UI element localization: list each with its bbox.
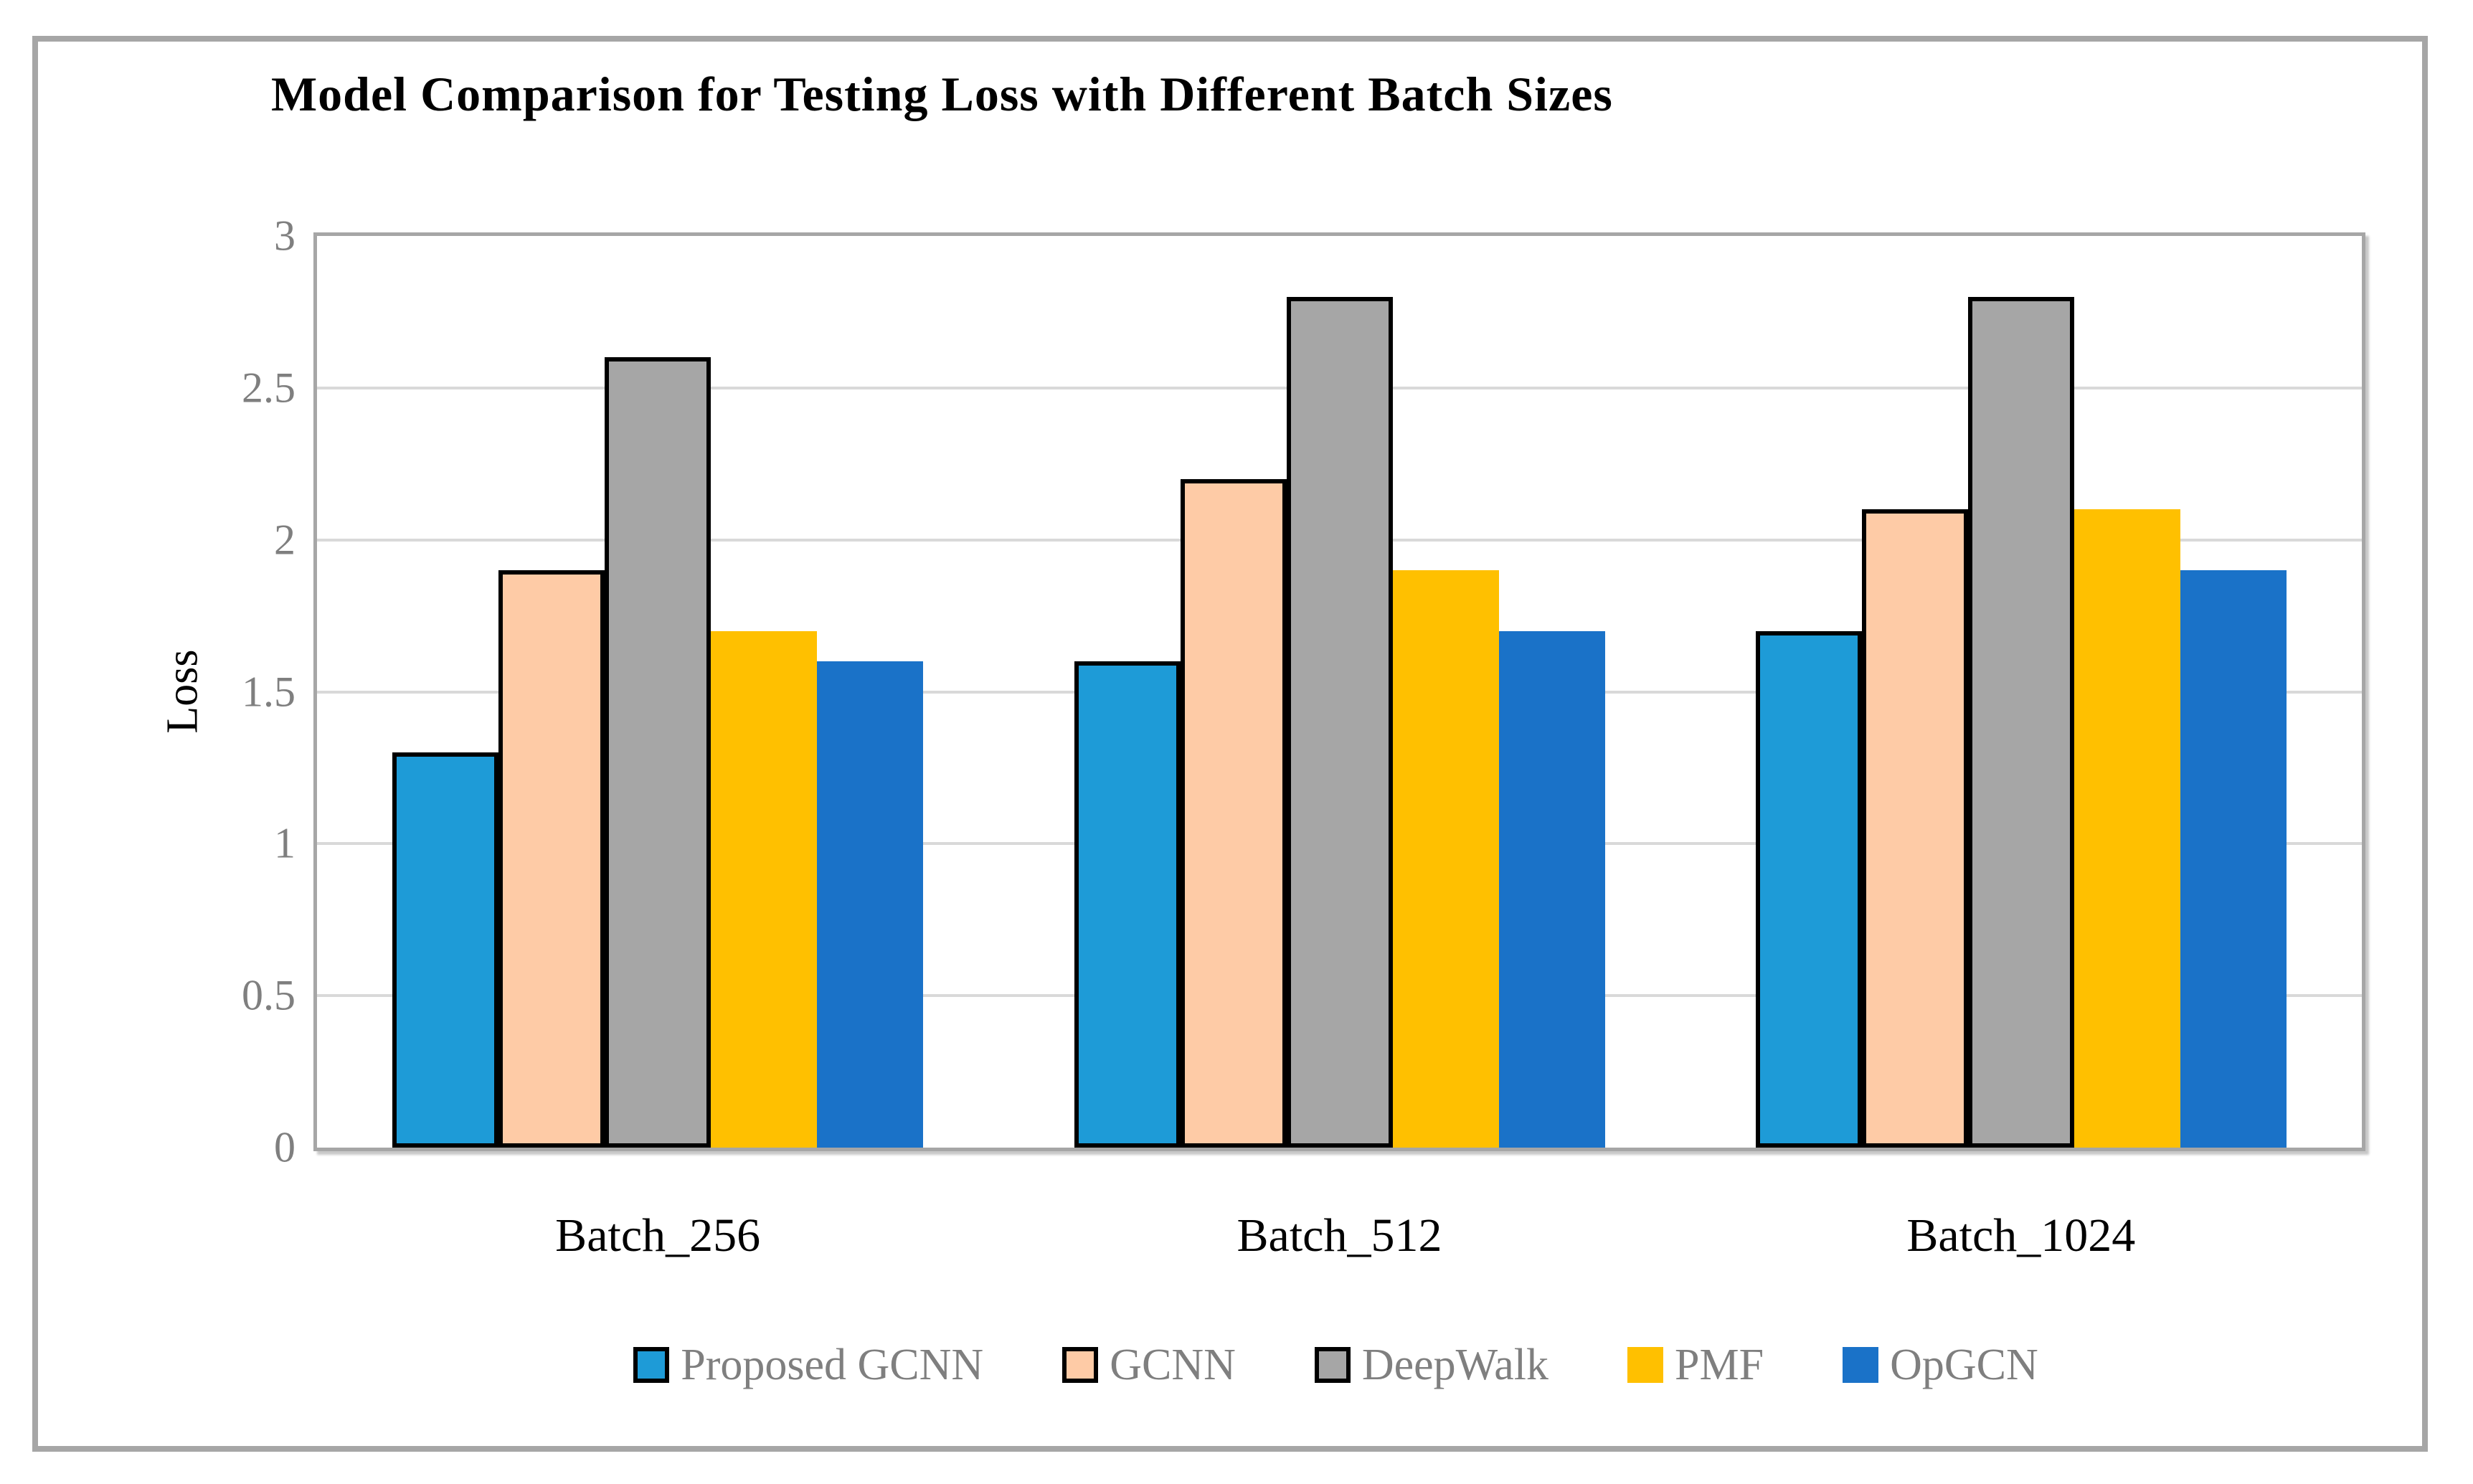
bar-opgcn-batch-256 [817, 661, 924, 1148]
y-tick-label: 2.5 [242, 364, 295, 412]
chart-title: Model Comparison for Testing Loss with D… [271, 67, 1613, 121]
legend-item-pmf: PMF [1627, 1340, 1764, 1391]
y-tick-label: 1.5 [242, 668, 295, 715]
bar-proposed-gcnn-batch-1024 [1755, 630, 1862, 1148]
y-tick-label: 2 [274, 516, 295, 564]
legend-item-deepwalk: DeepWalk [1314, 1340, 1548, 1391]
legend-item-proposed-gcnn: Proposed GCNN [633, 1340, 983, 1391]
bar-opgcn-batch-512 [1498, 630, 1605, 1148]
bar-pmf-batch-1024 [2074, 509, 2180, 1148]
legend-item-gcnn: GCNN [1062, 1340, 1236, 1391]
y-tick-label: 3 [274, 212, 295, 260]
bar-proposed-gcnn-batch-512 [1074, 661, 1181, 1148]
legend-swatch-pmf [1627, 1347, 1663, 1383]
bar-opgcn-batch-1024 [2180, 570, 2287, 1148]
legend-label: GCNN [1110, 1340, 1236, 1389]
legend-swatch-deepwalk [1314, 1347, 1351, 1383]
bar-proposed-gcnn-batch-256 [392, 752, 499, 1148]
legend-label: Proposed GCNN [681, 1340, 984, 1389]
bar-pmf-batch-512 [1392, 570, 1499, 1148]
x-category-label: Batch_1024 [1906, 1209, 2136, 1262]
bar-gcnn-batch-256 [498, 570, 605, 1148]
legend-swatch-proposed-gcnn [633, 1347, 670, 1383]
legend-label: OpGCN [1890, 1340, 2038, 1389]
y-tick-label: 0.5 [242, 971, 295, 1019]
plot-area [313, 232, 2365, 1151]
x-category-label: Batch_512 [1236, 1209, 1442, 1262]
legend-label: PMF [1674, 1340, 1764, 1389]
legend-item-opgcn: OpGCN [1843, 1340, 2038, 1391]
legend: Proposed GCNN GCNN DeepWalk PMF OpGCN [313, 1325, 2358, 1404]
bar-gcnn-batch-1024 [1861, 509, 1968, 1148]
bar-deepwalk-batch-1024 [1967, 296, 2074, 1148]
y-tick-label: 1 [274, 819, 295, 867]
legend-swatch-opgcn [1843, 1347, 1879, 1383]
y-tick-label: 0 [274, 1123, 295, 1171]
bar-gcnn-batch-512 [1180, 478, 1287, 1148]
legend-swatch-gcnn [1062, 1347, 1099, 1383]
legend-label: DeepWalk [1361, 1340, 1548, 1389]
x-category-label: Batch_256 [555, 1209, 761, 1262]
bar-pmf-batch-256 [711, 630, 818, 1148]
bar-deepwalk-batch-256 [605, 357, 711, 1148]
bar-deepwalk-batch-512 [1286, 296, 1393, 1148]
